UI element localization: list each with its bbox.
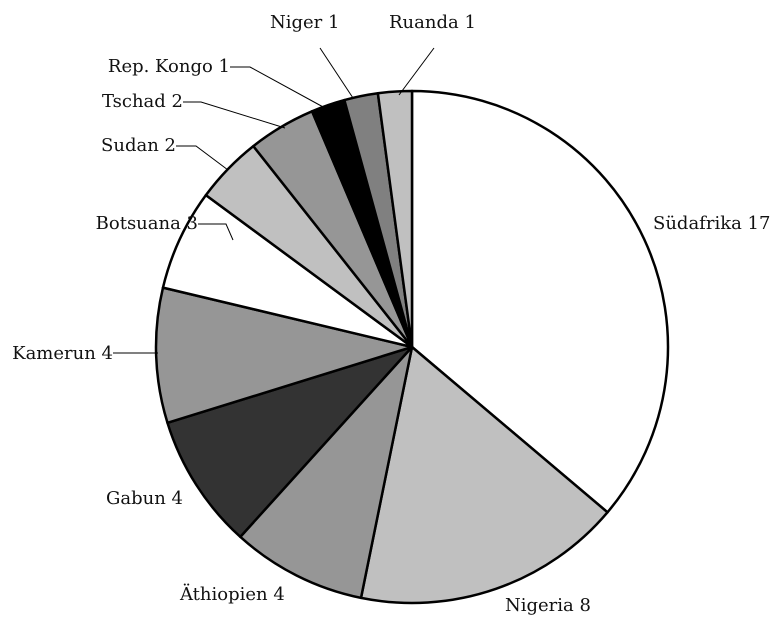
leader-line-ruanda <box>398 47 435 96</box>
slice-label-botsuana: Botsuana 3 <box>96 213 198 234</box>
leader-line-niger <box>319 47 354 99</box>
pie-slice-gabun <box>166 345 414 539</box>
slice-label-rep-kongo: Rep. Kongo 1 <box>108 56 230 77</box>
leader-lines-layer <box>113 47 435 354</box>
leader-line-rep-kongo <box>230 66 326 109</box>
labels-layer: Südafrika 17 Nigeria 8 Äthiopien 4 Gabun 4 K… <box>12 12 770 616</box>
slice-label-sudan: Sudan 2 <box>101 135 176 156</box>
slice-label-ruanda: Ruanda 1 <box>389 12 476 33</box>
slice-label-gabun: Gabun 4 <box>106 488 183 509</box>
pie-slice-ruanda <box>376 89 414 349</box>
slice-label-tschad: Tschad 2 <box>102 91 183 112</box>
leader-line-tschad <box>183 101 286 129</box>
leader-line-sudan <box>176 145 229 171</box>
leader-line-botsuana <box>198 223 234 241</box>
pie-slice-suedafrika <box>410 89 670 514</box>
slice-label-suedafrika: Südafrika 17 <box>653 213 770 234</box>
pie-slice-nigeria <box>359 345 609 605</box>
slice-label-aethiopien: Äthiopien 4 <box>179 582 285 605</box>
pie-slice-aethiopien <box>239 345 414 600</box>
slices-layer <box>154 89 670 605</box>
slice-label-nigeria: Nigeria 8 <box>505 595 591 616</box>
slice-label-niger: Niger 1 <box>270 12 339 33</box>
pie-slice-kamerun <box>154 286 414 425</box>
slice-label-kamerun: Kamerun 4 <box>12 343 113 364</box>
